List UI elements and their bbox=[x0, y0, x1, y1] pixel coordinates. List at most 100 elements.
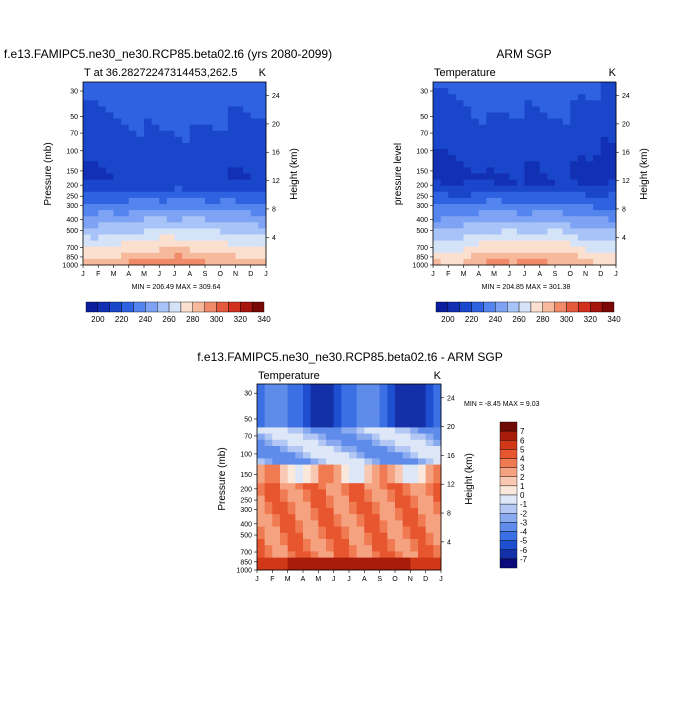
field-cell bbox=[205, 124, 214, 132]
field-cell bbox=[105, 204, 114, 211]
field-cell bbox=[166, 179, 175, 187]
field-cell bbox=[310, 563, 319, 571]
field-cell bbox=[333, 495, 342, 503]
field-cell bbox=[372, 539, 381, 546]
field-cell bbox=[433, 210, 442, 217]
field-cell bbox=[486, 246, 495, 254]
field-cell bbox=[555, 240, 564, 248]
colorbar-swatch bbox=[499, 458, 518, 468]
field-cell bbox=[509, 204, 518, 211]
field-cell bbox=[349, 501, 358, 509]
field-cell bbox=[333, 551, 342, 558]
field-cell bbox=[440, 240, 449, 248]
colorbar-swatch bbox=[499, 440, 518, 450]
field-cell bbox=[440, 143, 449, 150]
field-cell bbox=[387, 489, 396, 496]
field-cell bbox=[524, 222, 533, 229]
field-cell bbox=[220, 149, 229, 156]
field-cell bbox=[372, 526, 381, 534]
field-cell bbox=[227, 100, 236, 107]
field-cell bbox=[341, 526, 350, 534]
field-cell bbox=[448, 106, 457, 113]
field-cell bbox=[151, 185, 160, 193]
field-cell bbox=[455, 88, 464, 95]
field-cell bbox=[295, 551, 304, 558]
field-cell bbox=[547, 234, 556, 241]
field-cell bbox=[501, 124, 510, 132]
colorbar-swatch bbox=[133, 301, 146, 313]
field-cell bbox=[585, 149, 594, 156]
panel1-colorbar: 200 220 240 260 280 300 320 340 bbox=[85, 301, 271, 324]
field-cell bbox=[356, 501, 365, 509]
field-cell bbox=[395, 390, 404, 397]
field-cell bbox=[326, 433, 335, 441]
field-cell bbox=[83, 100, 92, 107]
field-cell bbox=[471, 100, 480, 107]
field-cell bbox=[433, 508, 442, 515]
field-cell bbox=[136, 191, 145, 199]
field-cell bbox=[585, 228, 594, 235]
field-cell bbox=[227, 167, 236, 174]
y-tick-label: 400 bbox=[66, 217, 78, 224]
field-cell bbox=[220, 185, 229, 193]
field-cell bbox=[585, 136, 594, 144]
field-cell bbox=[182, 106, 191, 113]
field-cell bbox=[83, 88, 92, 95]
colorbar-swatch bbox=[499, 430, 518, 441]
field-cell bbox=[562, 100, 571, 107]
x-tick-label: J bbox=[158, 271, 162, 278]
field-cell bbox=[151, 204, 160, 211]
field-cell bbox=[174, 82, 183, 89]
field-cell bbox=[136, 82, 145, 89]
field-cell bbox=[539, 216, 548, 223]
field-cell bbox=[136, 258, 145, 266]
x-tick-label: A bbox=[126, 271, 131, 278]
field-cell bbox=[410, 470, 419, 478]
field-cell bbox=[570, 167, 579, 174]
field-cell bbox=[448, 112, 457, 119]
field-cell bbox=[379, 489, 388, 496]
field-cell bbox=[310, 415, 319, 422]
field-cell bbox=[478, 82, 487, 89]
y-right-tick-label: 4 bbox=[447, 539, 451, 546]
field-cell bbox=[593, 191, 602, 199]
field-cell bbox=[356, 390, 365, 397]
field-cell bbox=[600, 185, 609, 193]
field-cell bbox=[410, 526, 419, 534]
field-cell bbox=[318, 495, 327, 503]
field-cell bbox=[174, 173, 183, 180]
field-cell bbox=[90, 191, 99, 199]
field-cell bbox=[524, 118, 533, 126]
field-cell bbox=[539, 124, 548, 132]
field-cell bbox=[272, 520, 281, 527]
field-cell bbox=[349, 452, 358, 459]
field-cell bbox=[341, 470, 350, 478]
field-cell bbox=[205, 179, 214, 187]
field-cell bbox=[448, 191, 457, 199]
field-cell bbox=[121, 100, 130, 107]
field-cell bbox=[197, 234, 206, 241]
field-cell bbox=[189, 222, 198, 229]
field-cell bbox=[372, 483, 381, 490]
field-cell bbox=[486, 100, 495, 107]
field-cell bbox=[341, 458, 350, 465]
field-cell bbox=[235, 222, 244, 229]
field-cell bbox=[455, 82, 464, 89]
field-cell bbox=[98, 179, 107, 187]
field-cell bbox=[212, 118, 221, 126]
field-cell bbox=[356, 458, 365, 465]
field-cell bbox=[258, 216, 267, 223]
field-cell bbox=[433, 514, 442, 521]
field-cell bbox=[310, 551, 319, 558]
field-cell bbox=[516, 179, 525, 187]
field-cell bbox=[113, 118, 122, 126]
field-cell bbox=[197, 167, 206, 174]
x-tick-label: D bbox=[423, 576, 428, 583]
field-cell bbox=[113, 234, 122, 241]
field-cell bbox=[448, 252, 457, 260]
field-cell bbox=[585, 173, 594, 180]
field-cell bbox=[387, 415, 396, 422]
field-cell bbox=[113, 149, 122, 156]
field-cell bbox=[501, 197, 510, 205]
field-cell bbox=[303, 421, 312, 428]
